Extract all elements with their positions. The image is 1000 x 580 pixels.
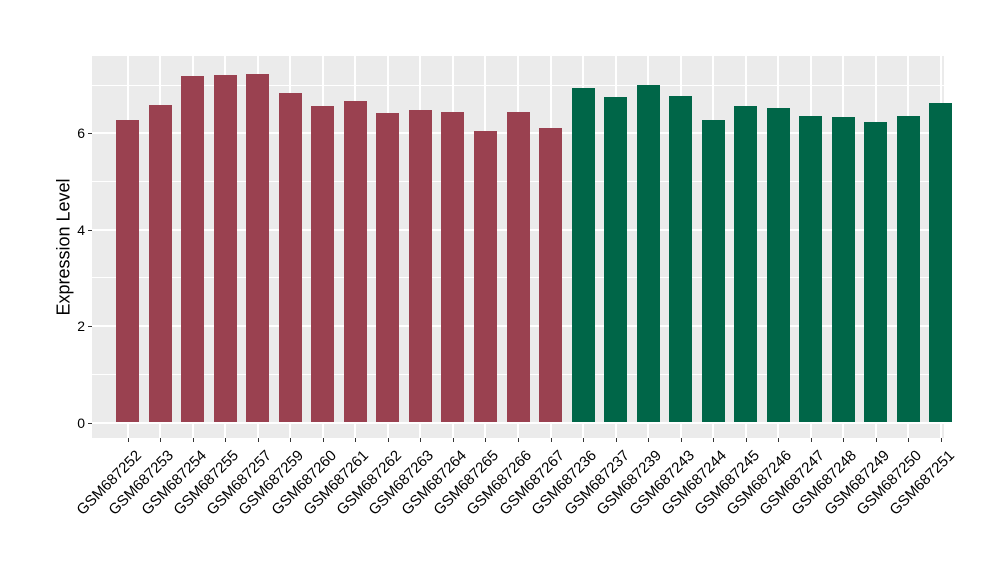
x-tick-mark	[713, 438, 715, 442]
bar-GSM687236	[571, 88, 595, 423]
bar-GSM687251	[929, 102, 953, 423]
x-tick-mark	[778, 438, 780, 442]
bar-GSM687263	[408, 110, 432, 423]
bar-GSM687243	[669, 95, 693, 423]
x-tick-mark	[322, 438, 324, 442]
x-tick-mark	[485, 438, 487, 442]
bar-GSM687244	[701, 120, 725, 423]
x-tick-mark	[290, 438, 292, 442]
x-tick-mark	[225, 438, 227, 442]
x-tick-mark	[127, 438, 129, 442]
y-tick-label: 4	[77, 221, 85, 238]
y-tick-mark	[88, 422, 92, 424]
bar-GSM687266	[506, 112, 530, 423]
bar-GSM687261	[343, 101, 367, 423]
bar-GSM687254	[181, 75, 205, 423]
bar-GSM687247	[799, 115, 823, 423]
x-tick-mark	[583, 438, 585, 442]
y-tick-mark	[88, 133, 92, 135]
x-tick-mark	[810, 438, 812, 442]
x-tick-mark	[680, 438, 682, 442]
bar-GSM687255	[213, 74, 237, 423]
x-tick-mark	[452, 438, 454, 442]
bar-GSM687237	[604, 96, 628, 423]
bar-GSM687259	[278, 92, 302, 423]
x-tick-mark	[940, 438, 942, 442]
y-tick-label: 0	[77, 414, 85, 431]
y-tick-mark	[88, 229, 92, 231]
bar-GSM687267	[539, 127, 563, 423]
bar-GSM687265	[473, 131, 497, 423]
x-tick-mark	[875, 438, 877, 442]
y-tick-label: 6	[77, 125, 85, 142]
bar-GSM687264	[441, 111, 465, 423]
x-tick-mark	[518, 438, 519, 442]
bar-GSM687245	[734, 105, 758, 423]
bar-GSM687246	[766, 107, 790, 423]
bar-GSM687262	[376, 112, 400, 423]
x-tick-mark	[355, 438, 357, 442]
bar-GSM687260	[311, 105, 335, 423]
bar-GSM687239	[636, 84, 660, 423]
y-tick-mark	[88, 326, 92, 328]
x-tick-mark	[257, 438, 259, 442]
bar-GSM687253	[148, 104, 172, 423]
x-tick-mark	[648, 438, 650, 442]
x-tick-mark	[843, 438, 845, 442]
plot-panel	[92, 56, 953, 438]
x-tick-mark	[745, 438, 747, 442]
x-tick-mark	[160, 438, 162, 442]
x-tick-mark	[420, 438, 422, 442]
x-tick-mark	[550, 438, 552, 442]
x-tick-mark	[615, 438, 617, 442]
x-tick-mark	[387, 438, 389, 442]
bar-GSM687252	[116, 119, 140, 423]
x-tick-mark	[192, 438, 194, 442]
x-tick-mark	[908, 438, 910, 442]
bar-GSM687249	[864, 121, 888, 423]
y-axis-title: Expression Level	[53, 178, 74, 316]
bar-GSM687257	[246, 74, 270, 423]
y-tick-label: 2	[77, 318, 85, 335]
bar-GSM687250	[896, 116, 920, 423]
bar-GSM687248	[831, 117, 855, 423]
